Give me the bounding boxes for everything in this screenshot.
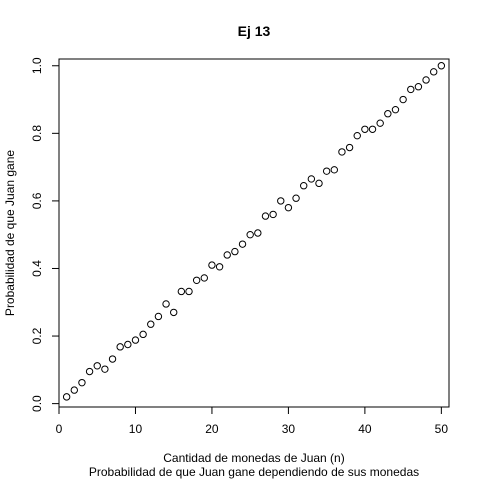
data-point [93, 362, 101, 370]
x-axis-label: Cantidad de monedas de Juan (n) [163, 451, 344, 465]
data-point [208, 261, 216, 269]
data-point [162, 300, 170, 308]
data-point [361, 125, 369, 133]
data-point [322, 167, 331, 175]
data-point [399, 95, 407, 104]
data-point [254, 229, 262, 237]
chart-title: Ej 13 [238, 23, 271, 39]
data-point [300, 181, 308, 190]
y-axis-label: Probabilidad de que Juan gane [3, 150, 17, 316]
data-point [261, 212, 270, 220]
data-point [147, 320, 155, 328]
data-point [200, 274, 208, 282]
data-point [414, 83, 423, 91]
data-point [430, 68, 438, 76]
data-point [307, 175, 316, 183]
data-point [62, 393, 71, 401]
data-point [345, 143, 354, 152]
data-point [101, 365, 109, 373]
x-tick-label: 50 [435, 422, 449, 436]
x-tick-label: 30 [282, 422, 296, 436]
data-point [407, 85, 415, 94]
data-point [338, 148, 346, 156]
data-point [192, 276, 201, 285]
data-point [315, 179, 323, 188]
data-point [391, 105, 400, 114]
y-tick-label: 0.6 [30, 192, 44, 209]
x-tick-label: 10 [129, 422, 143, 436]
data-point [238, 240, 247, 248]
data-point [154, 312, 163, 321]
data-point [108, 355, 117, 363]
data-point [170, 308, 178, 317]
data-point [368, 125, 377, 133]
x-tick-label: 0 [56, 422, 63, 436]
data-point [177, 287, 186, 296]
data-point [376, 119, 384, 127]
data-point [353, 131, 361, 140]
data-point [269, 210, 277, 219]
chart-subtitle: Probabilidad de que Juan gane dependiend… [89, 465, 419, 479]
y-tick-label: 0.4 [30, 260, 44, 277]
data-point [116, 343, 124, 351]
data-point [292, 194, 300, 202]
data-point [284, 203, 293, 212]
data-point [246, 230, 254, 239]
x-tick-label: 40 [358, 422, 372, 436]
data-point [131, 336, 140, 344]
data-point [330, 166, 338, 174]
data-point [124, 340, 132, 349]
y-tick-label: 0.0 [30, 395, 44, 412]
data-point [231, 247, 239, 256]
x-tick-label: 20 [205, 422, 219, 436]
data-point [437, 62, 446, 70]
data-point [139, 330, 147, 339]
y-tick-label: 0.8 [30, 125, 44, 142]
data-point [185, 287, 193, 296]
data-points [62, 62, 446, 401]
data-point [215, 263, 224, 271]
data-point [78, 378, 86, 387]
data-point [277, 197, 285, 205]
data-point [422, 76, 430, 84]
data-point [223, 251, 231, 259]
y-tick-label: 1.0 [30, 57, 44, 74]
x-axis: 0 10 20 30 40 50 [56, 406, 449, 436]
data-point [85, 367, 94, 376]
data-point [384, 110, 392, 118]
data-point [70, 386, 78, 394]
y-tick-label: 0.2 [30, 327, 44, 344]
y-axis: 0.0 0.2 0.4 0.6 0.8 1.0 [30, 57, 60, 412]
